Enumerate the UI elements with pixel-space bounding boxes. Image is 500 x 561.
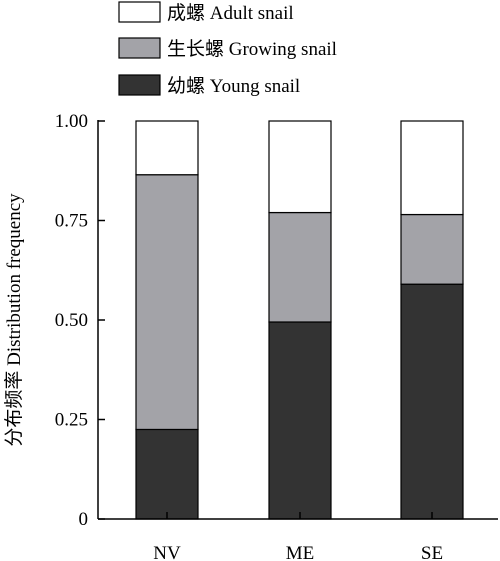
legend-swatch [118, 37, 161, 59]
bar-segment-nv-1 [135, 174, 199, 431]
legend-label: 生长螺 Growing snail [167, 38, 337, 60]
x-tick-label: SE [421, 543, 443, 561]
x-tick-label: NV [153, 543, 181, 561]
y-axis-label: 分布频率 Distribution frequency [3, 193, 25, 447]
y-tick-label: 0.25 [55, 410, 88, 431]
bar-segment-me-2 [268, 120, 332, 214]
bar-segment-me-0 [268, 321, 332, 520]
y-tick-label: 0 [79, 509, 89, 530]
y-tick-label: 1.00 [55, 111, 88, 132]
legend-label: 成螺 Adult snail [167, 2, 294, 24]
y-tick-label: 0.75 [55, 211, 88, 232]
legend: 成螺 Adult snail 生长螺 Growing snail 幼螺 Young … [118, 1, 337, 97]
legend-label: 幼螺 Young snail [167, 75, 300, 97]
x-ticks: NV ME SE [153, 512, 443, 561]
legend-swatch [118, 74, 161, 96]
bar-segment-se-1 [400, 213, 464, 285]
bar-segment-se-0 [400, 283, 464, 520]
bar-segment-nv-0 [135, 428, 199, 520]
x-tick-label: ME [286, 543, 315, 561]
y-ticks: 0 0.25 0.50 0.75 1.00 [55, 111, 105, 530]
legend-swatch [118, 1, 161, 23]
bars [135, 120, 464, 520]
y-tick-label: 0.50 [55, 310, 88, 331]
bar-segment-me-1 [268, 211, 332, 323]
bar-segment-se-2 [400, 120, 464, 216]
bar-segment-nv-2 [135, 120, 199, 176]
